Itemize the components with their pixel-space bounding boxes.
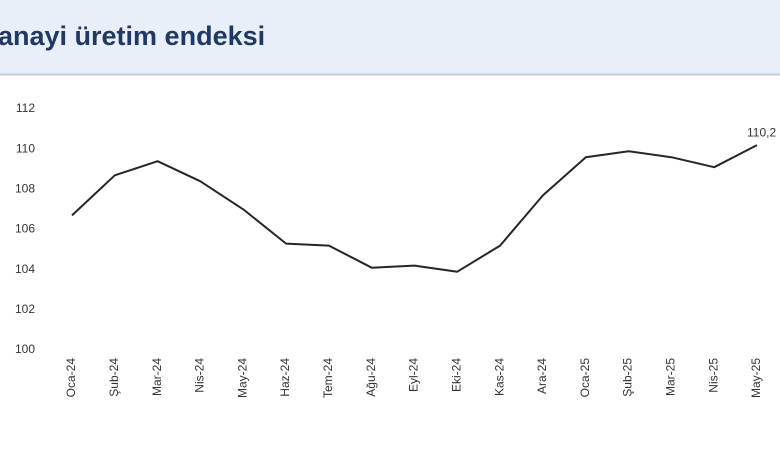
y-tick-label: 108 — [15, 182, 35, 196]
y-tick-label: 106 — [15, 222, 35, 236]
x-tick-label: Eki-24 — [449, 358, 463, 392]
y-tick-label: 110 — [16, 141, 35, 155]
header-band — [0, 0, 780, 74]
x-tick-label: May-24 — [235, 358, 249, 398]
y-tick-label: 112 — [16, 101, 35, 115]
y-tick-label: 104 — [15, 262, 35, 276]
y-tick-label: 100 — [15, 342, 35, 356]
chart-title: anayi üretim endeksi — [0, 21, 265, 51]
x-tick-label: Kas-24 — [492, 358, 506, 396]
x-tick-label: Mar-24 — [150, 358, 164, 396]
data-line — [71, 144, 758, 273]
x-tick-label: Nis-24 — [193, 358, 207, 393]
data-label: 110,2 — [747, 125, 776, 139]
x-tick-label: Mar-25 — [664, 358, 678, 396]
y-tick-label: 102 — [15, 302, 35, 316]
x-tick-label: Nis-25 — [706, 358, 720, 393]
x-tick-label: Oca-25 — [578, 358, 592, 398]
x-tick-label: Haz-24 — [278, 358, 292, 397]
x-tick-label: Eyl-24 — [407, 358, 421, 392]
x-tick-label: Ağu-24 — [364, 358, 378, 397]
x-tick-label: Ara-24 — [535, 358, 549, 394]
x-tick-label: Şub-24 — [107, 358, 121, 397]
x-tick-label: Şub-25 — [621, 358, 635, 397]
x-tick-label: Oca-24 — [64, 358, 78, 398]
x-tick-label: Tem-24 — [321, 358, 335, 398]
x-tick-label: May-25 — [749, 358, 763, 398]
